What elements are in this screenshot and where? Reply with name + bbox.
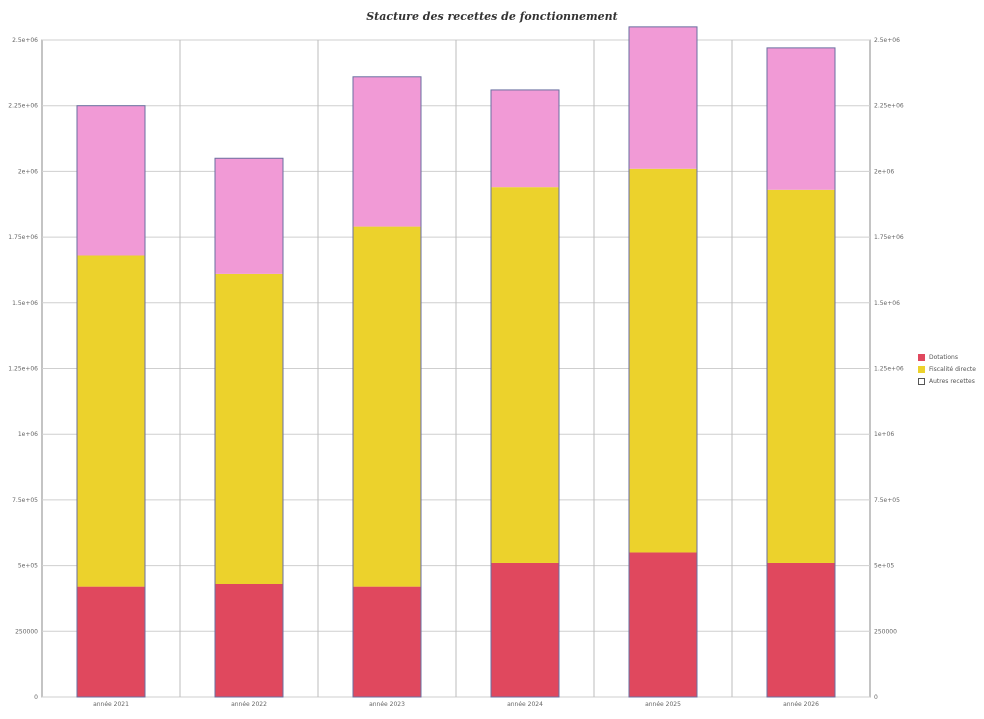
bar-segment [491,562,559,697]
bar-outline [214,157,284,698]
x-tick-label: année 2024 [507,701,543,708]
left-axis-ticks: 0 250000 5e+05 7.5e+05 1e+06 1.25e+06 1.5e+06 1… [8,37,38,701]
left-tick-label: 1e+06 [18,431,38,438]
bar-outline [490,89,560,698]
right-tick-label: 2.5e+06 [874,37,900,44]
chart-title: Stacture des recettes de fonctionnement [366,10,618,23]
bar-outline [352,76,422,698]
bar-segment [629,552,697,697]
x-tick-label: année 2023 [369,701,405,708]
left-tick-label: 2.25e+06 [8,103,38,110]
legend-label: Autres recettes [929,377,975,385]
legend-swatch [918,365,925,373]
right-tick-label: 7.5e+05 [874,497,900,504]
x-tick-label: année 2022 [231,701,267,708]
right-axis-ticks: 0 250000 5e+05 7.5e+05 1e+06 1.25e+06 1.5e+06 1… [874,37,904,701]
right-tick-label: 2.25e+06 [874,103,904,110]
x-tick-label: année 2026 [783,701,819,708]
left-tick-label: 1.25e+06 [8,366,38,373]
left-tick-label: 0 [34,694,38,701]
legend-item: Fiscalité directe [918,363,976,375]
bar-outline [76,105,146,698]
bar-segment [215,273,283,584]
legend: Dotations Fiscalité directe Autres recette… [918,351,976,387]
legend-item: Dotations [918,351,976,363]
bar-segment [77,586,145,697]
left-tick-label: 2e+06 [18,168,38,175]
legend-swatch [918,377,925,385]
right-tick-label: 1.5e+06 [874,300,900,307]
bar-outline [628,26,698,698]
bar-segment [215,158,283,274]
legend-item: Autres recettes [918,375,976,387]
legend-label: Dotations [929,353,958,361]
bar-segment [491,187,559,563]
bar-segment [629,26,697,169]
bar-segment [491,89,559,188]
right-tick-label: 2e+06 [874,168,894,175]
right-tick-label: 5e+05 [874,563,894,570]
bar-segment [353,76,421,227]
x-tick-label: année 2021 [93,701,129,708]
bar-segment [215,583,283,697]
legend-swatch [918,353,925,361]
left-tick-label: 1.75e+06 [8,234,38,241]
bar-segment [767,562,835,697]
bar-segment [77,255,145,587]
left-tick-label: 250000 [15,628,38,635]
right-tick-label: 1e+06 [874,431,894,438]
right-tick-label: 250000 [874,628,897,635]
left-tick-label: 7.5e+05 [12,497,38,504]
legend-label: Fiscalité directe [929,365,976,373]
x-axis-ticks: année 2021 année 2022 année 2023 année 2024… [93,701,819,708]
bar-segment [353,226,421,587]
right-tick-label: 0 [874,694,878,701]
right-tick-label: 1.25e+06 [874,366,904,373]
left-tick-label: 2.5e+06 [12,37,38,44]
bar-segment [767,189,835,563]
bars [76,26,836,698]
bar-outline [766,47,836,698]
bar-segment [767,47,835,190]
right-tick-label: 1.75e+06 [874,234,904,241]
x-tick-label: année 2025 [645,701,681,708]
bar-segment [629,168,697,553]
left-tick-label: 5e+05 [18,563,38,570]
bar-segment [77,105,145,256]
left-tick-label: 1.5e+06 [12,300,38,307]
grid [41,39,871,698]
bar-segment [353,586,421,697]
